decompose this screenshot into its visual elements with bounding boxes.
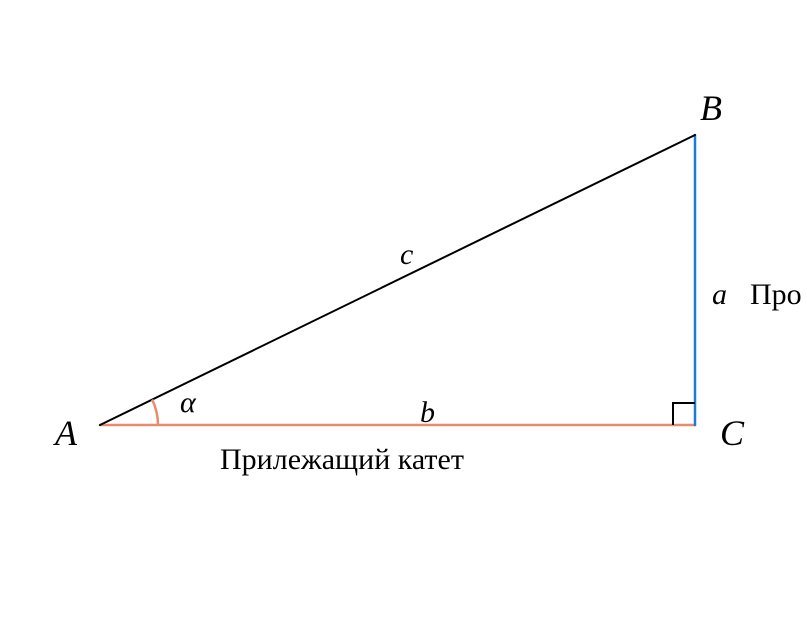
angle-label-alpha: α: [180, 388, 196, 418]
vertex-label-A: A: [55, 415, 77, 451]
diagram-stage: A B C c a b α Прилежащий катет Про: [0, 0, 807, 625]
side-label-c: c: [400, 240, 413, 270]
side-label-b: b: [420, 398, 435, 428]
edge-hypotenuse: [100, 135, 695, 425]
triangle-svg: [0, 0, 807, 625]
vertex-label-B: B: [700, 90, 722, 126]
vertex-label-C: C: [720, 415, 744, 451]
angle-arc-alpha: [152, 400, 158, 425]
adjacent-leg-caption: Прилежащий катет: [220, 445, 464, 475]
side-label-a: a: [712, 280, 727, 310]
opposite-leg-caption: Про: [750, 280, 802, 310]
right-angle-marker: [673, 403, 695, 425]
